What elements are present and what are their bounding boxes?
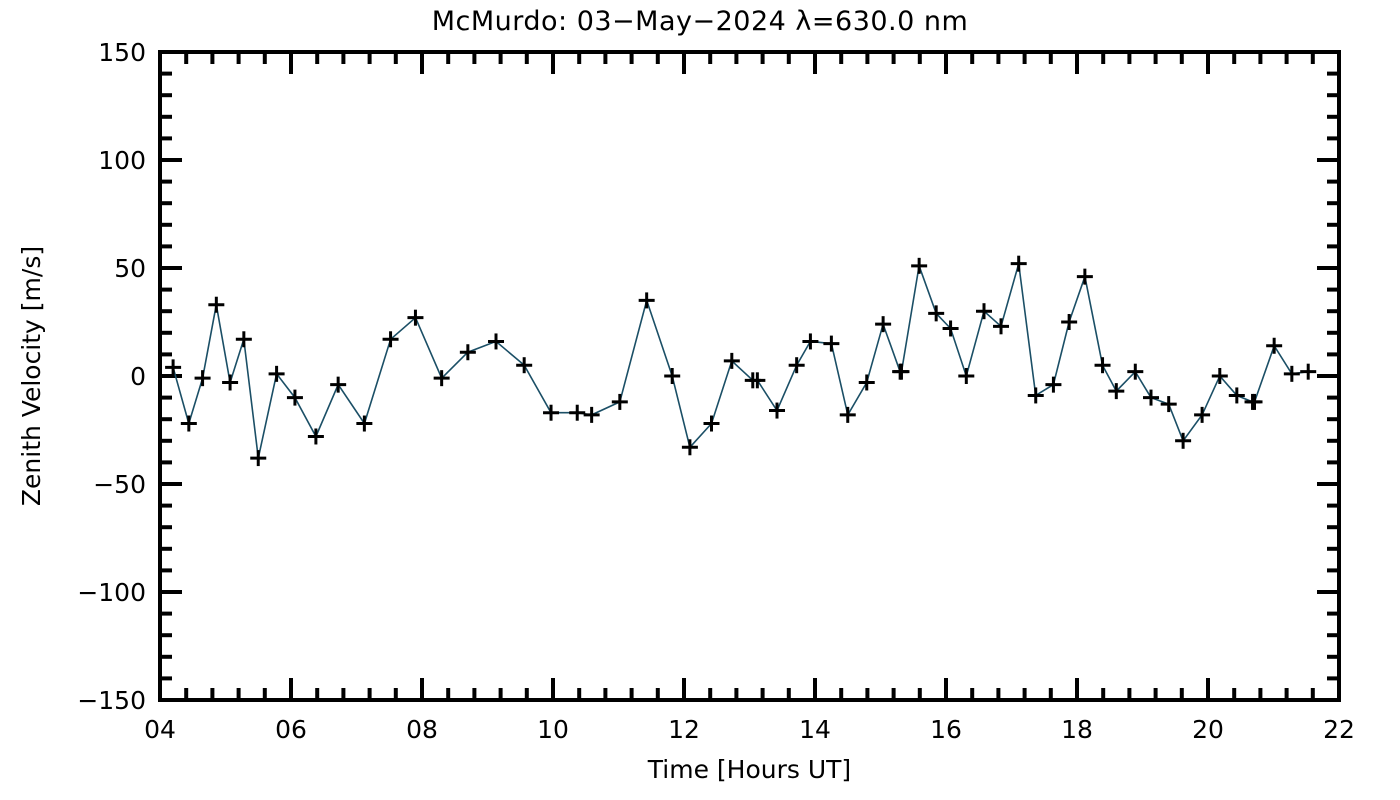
y-axis-major-ticks bbox=[160, 50, 1339, 702]
svg-text:−50: −50 bbox=[93, 470, 146, 499]
y-axis-minor-ticks bbox=[160, 71, 1339, 681]
x-axis-title: Time [Hours UT] bbox=[647, 755, 851, 784]
svg-text:16: 16 bbox=[930, 715, 962, 744]
svg-text:06: 06 bbox=[275, 715, 307, 744]
plot-frame bbox=[158, 50, 1341, 702]
x-axis-minor-ticks bbox=[184, 52, 1315, 700]
page-title: McMurdo: 03−May−2024 λ=630.0 nm bbox=[431, 6, 969, 37]
svg-text:100: 100 bbox=[98, 146, 146, 175]
svg-text:14: 14 bbox=[799, 715, 831, 744]
svg-text:20: 20 bbox=[1192, 715, 1224, 744]
svg-text:04: 04 bbox=[144, 715, 176, 744]
svg-text:150: 150 bbox=[98, 38, 146, 67]
svg-text:−150: −150 bbox=[77, 686, 146, 715]
x-axis-tick-labels: 04 06 08 10 12 14 16 18 20 22 bbox=[144, 715, 1355, 744]
svg-text:22: 22 bbox=[1323, 715, 1355, 744]
svg-text:−100: −100 bbox=[77, 578, 146, 607]
svg-text:10: 10 bbox=[537, 715, 569, 744]
data-line bbox=[172, 262, 1309, 459]
svg-text:08: 08 bbox=[406, 715, 438, 744]
y-axis-title: Zenith Velocity [m/s] bbox=[17, 246, 46, 506]
x-axis-major-ticks bbox=[158, 52, 1341, 700]
svg-text:12: 12 bbox=[668, 715, 700, 744]
svg-text:0: 0 bbox=[130, 362, 146, 391]
data-markers bbox=[165, 255, 1317, 467]
y-axis-tick-labels: −150 −100 −50 0 50 100 150 bbox=[77, 38, 146, 715]
svg-text:50: 50 bbox=[114, 254, 146, 283]
svg-text:18: 18 bbox=[1061, 715, 1093, 744]
